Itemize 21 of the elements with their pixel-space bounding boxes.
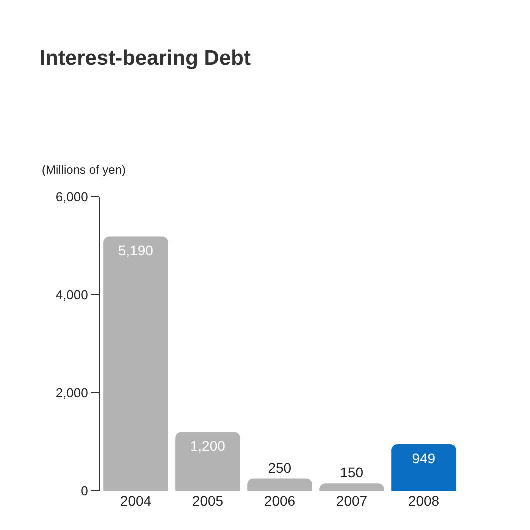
data-label: 250	[268, 460, 292, 476]
bar	[176, 432, 240, 491]
data-label: 1,200	[190, 438, 226, 454]
x-tick-label: 2007	[336, 493, 368, 509]
chart-title: Interest-bearing Debt	[40, 47, 251, 70]
y-tick-label: 0	[81, 484, 88, 499]
y-tick-label: 2,000	[56, 386, 88, 401]
y-tick-label: 6,000	[56, 190, 88, 205]
bar	[104, 236, 168, 491]
data-label: 5,190	[118, 242, 154, 259]
data-label: 949	[412, 450, 436, 466]
x-tick-label: 2006	[264, 493, 296, 509]
y-axis-title: (Millions of yen)	[42, 163, 126, 177]
bar	[392, 444, 456, 491]
bar	[248, 478, 312, 491]
y-tick-label: 4,000	[56, 288, 88, 303]
x-tick-label: 2005	[192, 493, 224, 509]
data-label: 150	[340, 464, 364, 481]
bar	[320, 484, 384, 491]
x-tick-label: 2004	[120, 493, 152, 509]
x-tick-label: 2008	[408, 493, 440, 509]
